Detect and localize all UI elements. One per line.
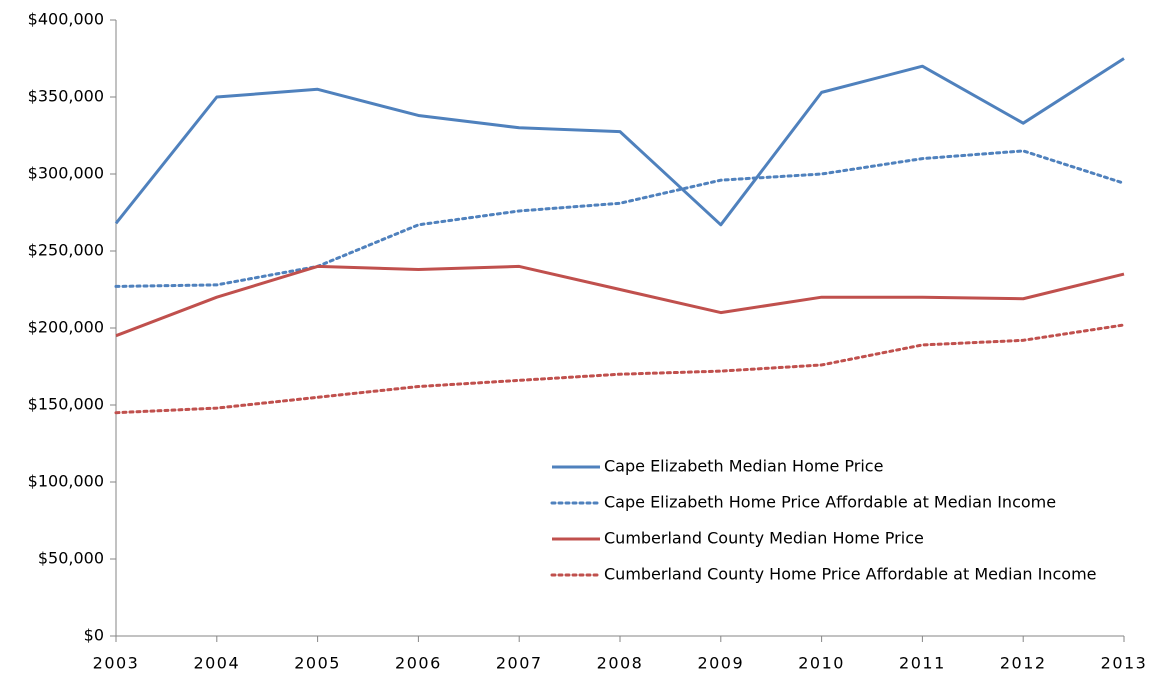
y-tick-label: $300,000 — [28, 164, 104, 183]
legend-label: Cape Elizabeth Home Price Affordable at … — [604, 493, 1056, 512]
y-tick-label: $100,000 — [28, 472, 104, 491]
x-tick-label: 2008 — [597, 654, 644, 673]
x-tick-label: 2003 — [93, 654, 140, 673]
x-tick-label: 2013 — [1101, 654, 1148, 673]
y-tick-label: $200,000 — [28, 318, 104, 337]
x-tick-label: 2004 — [193, 654, 240, 673]
legend-label: Cumberland County Median Home Price — [604, 529, 924, 548]
series-line — [114, 323, 1126, 415]
x-tick-label: 2006 — [395, 654, 442, 673]
y-tick-label: $350,000 — [28, 87, 104, 106]
y-tick-label: $150,000 — [28, 395, 104, 414]
x-tick-label: 2007 — [496, 654, 543, 673]
x-tick-label: 2005 — [294, 654, 341, 673]
series-line — [115, 264, 1125, 338]
x-tick-label: 2011 — [899, 654, 946, 673]
y-tick-label: $250,000 — [28, 241, 104, 260]
series-line — [114, 149, 1126, 288]
y-tick-label: $400,000 — [28, 10, 104, 29]
legend-label: Cumberland County Home Price Affordable … — [604, 565, 1097, 584]
legend-label: Cape Elizabeth Median Home Price — [604, 457, 883, 476]
x-tick-label: 2012 — [1000, 654, 1047, 673]
x-tick-label: 2009 — [697, 654, 744, 673]
y-tick-label: $0 — [84, 626, 104, 645]
y-tick-label: $50,000 — [38, 549, 104, 568]
x-tick-label: 2010 — [798, 654, 845, 673]
series-line — [114, 57, 1125, 227]
